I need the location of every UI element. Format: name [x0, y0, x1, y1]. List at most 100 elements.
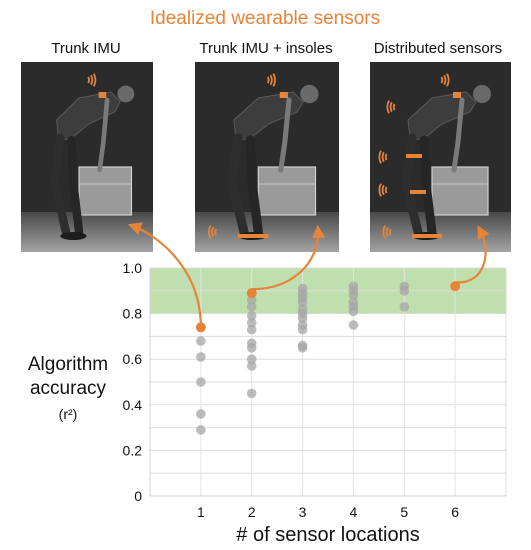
person-arm: [278, 97, 292, 173]
signal-wave-icon: [385, 226, 389, 238]
data-point: [246, 311, 257, 321]
data-point: [399, 286, 410, 296]
signal-wave-icon: [378, 183, 382, 197]
person-leg: [227, 133, 249, 237]
signal-wave-icon: [443, 74, 447, 86]
person-leg: [245, 135, 263, 237]
person-leg: [419, 135, 437, 237]
data-point: [196, 377, 206, 387]
person-leg: [401, 133, 423, 237]
panel-label-trunk-imu-insoles: Trunk IMU + insoles: [199, 40, 332, 57]
person-head: [473, 85, 491, 103]
panel-label-trunk-imu: Trunk IMU: [51, 40, 120, 57]
data-point: [399, 301, 410, 312]
signal-wave-icon: [211, 226, 215, 238]
callout-arrow: [455, 225, 490, 284]
callout-arrow: [128, 222, 202, 324]
data-point: [246, 343, 257, 353]
y-tick-label: 1.0: [123, 260, 143, 276]
trunk-imu-sensor: [279, 92, 288, 98]
data-point: [297, 297, 308, 308]
floor: [21, 212, 153, 252]
y-tick-label: 0: [134, 488, 142, 504]
signal-wave-icon: [208, 225, 212, 239]
person-head: [300, 84, 319, 104]
person-shoes: [60, 232, 87, 240]
data-point: [297, 343, 308, 353]
signal-wave-icon: [440, 76, 444, 84]
data-point: [348, 290, 359, 301]
data-point: [196, 425, 206, 435]
data-point: [246, 295, 257, 305]
data-point: [297, 313, 308, 323]
signal-wave-icon: [269, 74, 273, 86]
data-point: [348, 320, 359, 330]
photo-panel: [370, 62, 511, 252]
x-axis-label: # of sensor locations: [236, 524, 419, 546]
data-point: [196, 352, 206, 362]
floor: [370, 212, 511, 252]
data-point: [348, 306, 359, 317]
y-tick-label: 0.2: [123, 442, 143, 458]
signal-wave-icon: [384, 153, 388, 161]
y-axis-label-line2: accuracy: [30, 378, 107, 399]
signal-wave-icon: [446, 73, 450, 87]
y-tick-label: 0.4: [123, 397, 143, 413]
insole-sensor: [237, 234, 269, 238]
person-head: [117, 85, 135, 103]
lifted-box: [431, 166, 489, 216]
leg-sensor: [410, 190, 426, 194]
signal-wave-icon: [378, 150, 382, 164]
y-axis-label-line1: Algorithm: [28, 354, 108, 375]
signal-wave-icon: [90, 74, 94, 86]
signal-wave-icon: [392, 103, 396, 111]
best-data-point: [450, 281, 461, 292]
x-tick-label: 4: [350, 504, 358, 520]
data-point: [246, 354, 257, 365]
panel-label-distributed-sensors: Distributed sensors: [374, 40, 502, 57]
signal-wave-icon: [389, 101, 393, 113]
data-point: [246, 388, 257, 399]
data-point: [297, 324, 308, 335]
figure-title: Idealized wearable sensors: [150, 8, 380, 29]
data-point: [246, 324, 257, 335]
signal-wave-icon: [386, 100, 390, 114]
signal-wave-icon: [382, 225, 386, 239]
signal-wave-icon: [87, 76, 90, 84]
x-tick-label: 2: [248, 504, 256, 520]
trunk-imu-sensor: [453, 92, 461, 98]
data-point: [196, 336, 206, 346]
x-tick-label: 1: [197, 504, 205, 520]
person-arm: [451, 97, 465, 173]
signal-wave-icon: [92, 73, 97, 87]
best-data-point: [195, 322, 206, 333]
leg-sensor: [406, 154, 422, 158]
signal-wave-icon: [266, 76, 270, 84]
callout-arrow: [251, 224, 326, 291]
signal-wave-icon: [272, 73, 276, 87]
data-point: [246, 317, 257, 328]
person-arm: [97, 97, 110, 173]
lifted-box: [257, 166, 317, 216]
data-point: [196, 409, 206, 419]
signal-wave-icon: [214, 228, 218, 236]
best-data-point: [246, 288, 257, 299]
x-tick-label: 6: [451, 504, 459, 520]
x-tick-label: 3: [299, 504, 307, 520]
trunk-imu-sensor: [98, 92, 107, 98]
data-point: [246, 301, 257, 312]
y-tick-label: 0.8: [123, 306, 143, 322]
scatter-chart: 0 0.2 0.4 0.6 0.8 1.0 1 2 3 4 5 6: [123, 222, 507, 520]
signal-wave-icon: [381, 184, 385, 196]
signal-wave-icon: [384, 186, 388, 194]
person-leg: [50, 133, 71, 237]
y-tick-label: 0.6: [123, 351, 143, 367]
data-point: [246, 361, 257, 371]
y-axis-label-unit: (r²): [59, 406, 78, 422]
photo-panel: [21, 62, 153, 252]
signal-wave-icon: [381, 151, 385, 163]
signal-wave-icon: [388, 228, 392, 236]
x-tick-label: 5: [400, 504, 408, 520]
person-leg: [67, 135, 84, 237]
